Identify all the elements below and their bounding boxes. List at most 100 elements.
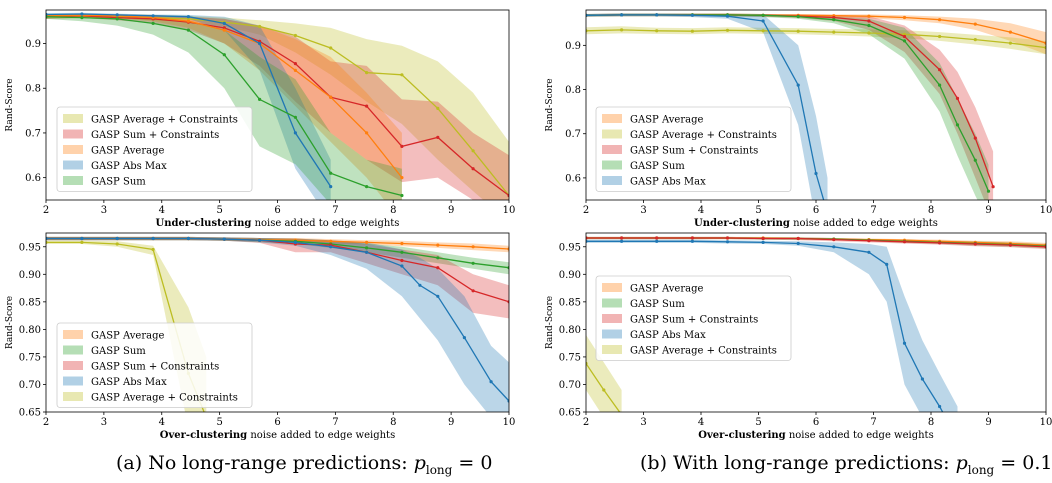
point-gasp-average	[400, 176, 404, 180]
x-tick-label: 10	[1040, 417, 1052, 428]
point-gasp-sum-constraints	[365, 104, 369, 108]
caption-b: (b) With long-range predictions: plong =…	[640, 452, 1052, 477]
point-gasp-abs-max	[80, 236, 84, 241]
legend-label-gasp-sum: GASP Sum	[630, 161, 685, 172]
caption-b-math: p	[955, 452, 968, 474]
point-gasp-sum	[258, 97, 262, 101]
point-gasp-sum	[938, 83, 942, 87]
x-tick-label: 6	[274, 205, 280, 216]
point-gasp-average-constraints	[329, 46, 333, 50]
band-gasp-sum-constraints	[46, 236, 509, 319]
band-gasp-average-constraints	[46, 240, 207, 412]
legend-box	[56, 322, 253, 408]
x-axis-label-rest: noise added to edge weights	[790, 218, 938, 229]
x-tick-label: 8	[928, 205, 934, 216]
point-gasp-average	[329, 239, 333, 243]
y-axis-label: Rand-Score	[5, 296, 15, 349]
point-gasp-average-constraints	[293, 33, 297, 38]
point-gasp-abs-max	[832, 245, 836, 249]
plot-area	[586, 13, 1046, 200]
legend-swatch-gasp-sum-constraints	[63, 361, 83, 370]
legend-label-gasp-sum-constraints: GASP Sum + Constraints	[91, 130, 219, 141]
point-gasp-abs-max	[796, 83, 800, 87]
point-gasp-abs-max	[186, 236, 190, 241]
point-gasp-average-constraints	[205, 416, 208, 419]
point-gasp-average-constraints	[80, 240, 84, 244]
line-gasp-abs-max	[586, 240, 944, 412]
panel-a-bottom: 2 3 4 5 6 7 8 9 10 0.65 0.70 0.75 0.80 0.85 0.90 0.95 Ov…	[5, 232, 515, 441]
legend-swatch-gasp-sum-constraints	[602, 145, 622, 154]
point-gasp-abs-max	[365, 250, 369, 254]
point-gasp-abs-max	[293, 131, 297, 135]
x-tick-label: 9	[985, 417, 991, 428]
point-gasp-average	[867, 14, 871, 18]
point-gasp-average	[400, 241, 404, 246]
line-gasp-average-constraints	[46, 15, 509, 196]
x-tick-label: 2	[43, 205, 49, 216]
legend-label-gasp-sum: GASP Sum	[91, 177, 146, 188]
legend-swatch-gasp-sum	[602, 160, 622, 170]
legend-swatch-gasp-abs-max	[602, 329, 622, 339]
caption-a-math: p	[413, 452, 426, 474]
point-gasp-average-constraints	[258, 24, 262, 29]
x-axis-label-rest: noise added to edge weights	[247, 430, 395, 441]
x-tick-label: 5	[216, 205, 222, 216]
point-gasp-sum-constraints	[471, 167, 475, 171]
point-gasp-average-constraints	[620, 413, 623, 416]
legend-label-gasp-sum: GASP Sum	[630, 299, 685, 310]
x-tick-label: 8	[390, 417, 396, 428]
legend-swatch-gasp-average-constraints	[63, 114, 83, 123]
point-gasp-average-constraints	[436, 106, 440, 110]
x-tick-label: 5	[755, 205, 761, 216]
y-tick-label: 0.70	[559, 380, 581, 391]
band-gasp-average	[46, 13, 402, 200]
point-gasp-sum-constraints	[796, 236, 800, 241]
legend-swatch-gasp-abs-max	[63, 376, 83, 386]
point-gasp-sum-constraints	[293, 62, 297, 66]
x-tick-label: 9	[985, 205, 991, 216]
y-tick-label: 0.85	[559, 297, 581, 308]
point-gasp-sum	[80, 16, 84, 20]
point-gasp-sum-constraints	[938, 68, 942, 72]
point-gasp-average	[902, 15, 907, 20]
y-tick-label: 0.6	[565, 173, 581, 184]
legend-label-gasp-abs-max: GASP Abs Max	[630, 177, 706, 188]
y-tick-label: 0.7	[25, 128, 41, 139]
chart-svg: 2 3 4 5 6 7 8 9 10 0.6 0.7 0.8 0.9 Under-clustering n…	[5, 9, 1052, 441]
point-gasp-sum-constraints	[867, 239, 871, 243]
point-gasp-sum	[986, 189, 991, 193]
point-gasp-average-constraints	[655, 29, 659, 33]
point-gasp-abs-max	[796, 241, 800, 246]
point-gasp-abs-max	[655, 13, 659, 17]
legend-label-gasp-average-constraints: GASP Average + Constraints	[91, 393, 238, 404]
point-gasp-sum-constraints	[400, 144, 404, 148]
legend-swatch-gasp-average	[63, 330, 83, 339]
point-gasp-abs-max	[186, 15, 190, 19]
point-gasp-abs-max	[115, 236, 119, 241]
legend: GASP Average GASP Sum GASP Sum + Constrain…	[595, 275, 792, 361]
point-gasp-average	[471, 245, 475, 249]
point-gasp-abs-max	[329, 185, 333, 189]
plot-area	[586, 236, 1046, 416]
x-axis-label: Over-clustering noise added to edge weig…	[698, 430, 933, 441]
x-axis-label-rest: noise added to edge weights	[786, 430, 934, 441]
caption-b-sub: long	[967, 462, 995, 477]
y-tick-label: 0.85	[19, 297, 41, 308]
point-gasp-abs-max	[489, 380, 493, 384]
point-gasp-average	[329, 95, 333, 99]
x-tick-label: 10	[503, 205, 516, 216]
caption-a-sub: long	[425, 462, 453, 477]
point-gasp-sum-constraints	[761, 236, 765, 241]
point-gasp-abs-max	[620, 13, 624, 17]
point-gasp-abs-max	[151, 236, 155, 241]
x-tick-label: 4	[698, 205, 704, 216]
y-tick-label: 0.95	[559, 242, 581, 253]
legend-label-gasp-average-constraints: GASP Average + Constraints	[630, 346, 777, 357]
x-axis-label: Under-clustering noise added to edge wei…	[156, 218, 400, 229]
legend-swatch-gasp-average	[602, 114, 622, 123]
point-gasp-abs-max	[329, 245, 333, 249]
point-gasp-average-constraints	[902, 32, 907, 36]
legend-box	[595, 106, 792, 192]
point-gasp-sum	[761, 13, 765, 17]
